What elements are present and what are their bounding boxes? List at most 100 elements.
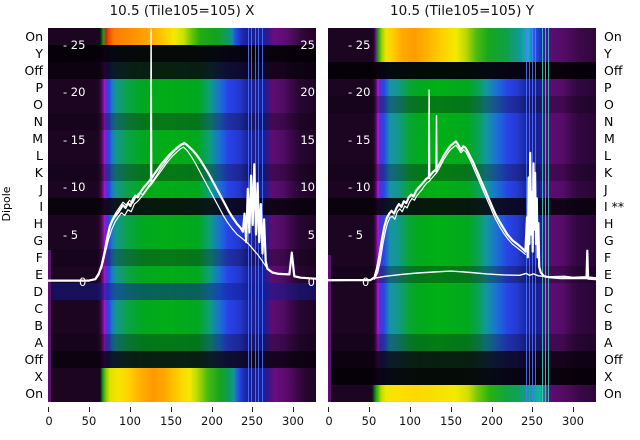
heatmap-row-off [48, 62, 316, 79]
panel-y-heatmap: - 25 - 20 - 15 - 10 - 5 0 [328, 28, 596, 402]
panel-x-title: 10.5 (Tile105=105) X [109, 3, 255, 19]
x-axis-tick-label: 250 [521, 414, 543, 428]
row-label: P [604, 80, 612, 95]
heatmap-row-c [48, 300, 316, 317]
row-label: G [33, 233, 43, 248]
x-axis-tick-label: 150 [440, 414, 462, 428]
heatmap-row-y [48, 45, 316, 62]
left-edge-purple-strip [48, 250, 51, 402]
row-label: K [34, 165, 43, 180]
row-label: Off [604, 63, 623, 78]
heatmap-row-d [48, 283, 316, 300]
overlay-tick-15r: 15 [300, 133, 315, 147]
row-label: N [604, 114, 614, 129]
row-label: L [36, 148, 43, 163]
row-label: H [33, 216, 43, 231]
vertical-stripe [541, 28, 543, 402]
x-axis-tick [89, 407, 91, 412]
row-label: F [35, 250, 43, 265]
row-label: D [33, 284, 43, 299]
row-label: Y [604, 46, 612, 61]
overlay-tick-0: 0 [79, 275, 87, 289]
overlay-tick-10: - 10 [348, 180, 371, 194]
row-label: On [25, 29, 43, 44]
x-axis-tick [212, 407, 214, 412]
x-axis-tick-label: 50 [361, 414, 377, 428]
row-label: J [604, 182, 608, 197]
overlay-tick-0r: 0 [307, 275, 315, 289]
x-axis-tick [130, 407, 132, 412]
overlay-tick-20r: 20 [300, 85, 315, 99]
panel-x-signal-curves [48, 28, 316, 282]
vertical-stripe [547, 28, 549, 402]
row-label: On [604, 29, 622, 44]
overlay-tick-0: 0 [362, 275, 370, 289]
overlay-tick-5: - 5 [63, 228, 79, 242]
row-label: On [25, 386, 43, 401]
row-labels-right: On Y Off P O N M L K J I ** H G F E D C … [603, 0, 640, 440]
heatmap-row-k [48, 164, 316, 181]
x-axis-tick-label: 250 [241, 414, 263, 428]
overlay-tick-20: - 20 [63, 85, 86, 99]
row-label: M [32, 131, 43, 146]
vertical-stripe [525, 28, 527, 402]
row-label: M [604, 131, 615, 146]
x-axis-tick-label: 0 [325, 414, 333, 428]
row-label: A [34, 335, 43, 350]
overlay-tick-25: - 25 [348, 38, 371, 52]
heatmap-row-n [48, 113, 316, 130]
heatmap-row-p [48, 79, 316, 96]
row-label: P [35, 80, 43, 95]
heatmap-row-f [48, 249, 316, 266]
x-axis-tick-label: 300 [282, 414, 304, 428]
overlay-tick-25r: 25 [300, 38, 315, 52]
x-axis-tick-label: 200 [201, 414, 223, 428]
panel-x-heatmap: - 25 - 20 - 15 - 10 - 5 0 25 20 15 10 5 … [48, 28, 316, 402]
row-label: C [34, 301, 43, 316]
heatmap-row-x [48, 368, 316, 385]
x-axis-tick-label: 200 [481, 414, 503, 428]
row-label: D [604, 284, 614, 299]
row-label: I [39, 199, 43, 214]
overlay-tick-15: - 15 [63, 133, 86, 147]
x-axis-tick [328, 407, 330, 412]
x-axis-tick-label: 0 [45, 414, 53, 428]
vertical-stripe [544, 28, 546, 402]
overlay-tick-5: - 5 [348, 228, 364, 242]
panel-y-signal-curves [328, 89, 596, 282]
row-label: F [604, 250, 612, 265]
overlay-tick-25: - 25 [63, 38, 86, 52]
overlay-tick-20: - 20 [348, 85, 371, 99]
row-label: C [604, 301, 613, 316]
row-label: O [604, 97, 614, 112]
heatmap-row-l [48, 147, 316, 164]
row-label: Off [24, 352, 43, 367]
row-label: N [33, 114, 43, 129]
heatmap-row-a [48, 334, 316, 351]
x-axis-tick [48, 407, 50, 412]
row-label: A [604, 335, 613, 350]
overlay-tick-10r: 10 [300, 180, 315, 194]
x-axis-tick-label: 100 [119, 414, 141, 428]
overlay-tick-10: - 10 [63, 180, 86, 194]
x-axis-tick [573, 407, 575, 412]
row-label: Off [24, 63, 43, 78]
x-axis-tick-label: 50 [81, 414, 97, 428]
row-label: O [33, 97, 43, 112]
heatmap-row-off2 [48, 351, 316, 368]
heatmap-row-e [48, 266, 316, 283]
x-axis-tick [492, 407, 494, 412]
heatmap-row-on2 [48, 385, 316, 402]
row-label: B [604, 318, 613, 333]
row-label: H [604, 216, 614, 231]
x-axis-tick [252, 407, 254, 412]
left-edge-purple-strip [328, 255, 331, 402]
row-label: I ** [604, 199, 625, 214]
row-label: On [604, 386, 622, 401]
row-label: K [604, 165, 613, 180]
x-axis-tick [369, 407, 371, 412]
x-axis-tick [293, 407, 295, 412]
x-axis-tick-label: 150 [160, 414, 182, 428]
heatmap-row-b [48, 317, 316, 334]
